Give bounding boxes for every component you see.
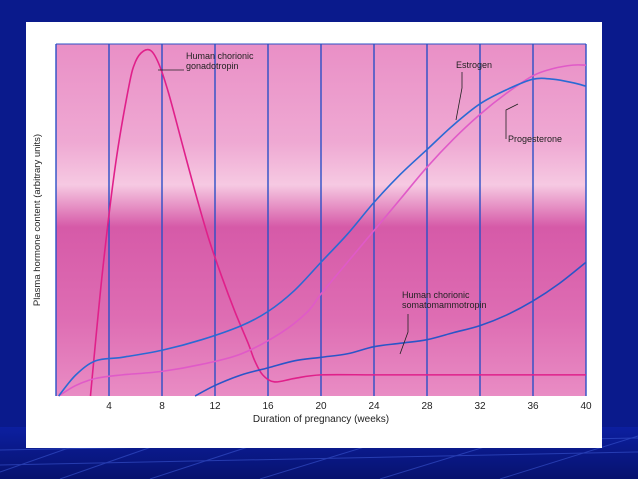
series-label-human-chorionic-somatomammotropin: Human chorionic: [402, 290, 470, 300]
series-label-estrogen: Estrogen: [456, 60, 492, 70]
x-axis-label: Duration of pregnancy (weeks): [253, 414, 389, 425]
x-tick-label: 36: [527, 401, 539, 412]
x-tick-label: 20: [315, 401, 327, 412]
series-line-estrogen: [58, 64, 587, 397]
series-label-human-chorionic-gonadotropin: gonadotropin: [186, 61, 239, 71]
x-tick-label: 40: [580, 401, 592, 412]
series-label-human-chorionic-gonadotropin: Human chorionic: [186, 51, 254, 61]
series-label-human-chorionic-somatomammotropin: somatomammotropin: [402, 300, 487, 310]
x-tick-label: 12: [209, 401, 221, 412]
y-axis-label: Plasma hormone content (arbitrary units): [32, 134, 43, 306]
series-line-progesterone: [58, 77, 587, 397]
series-line-human-chorionic-gonadotropin: [89, 48, 586, 397]
x-tick-label: 16: [262, 401, 274, 412]
x-tick-label: 32: [474, 401, 486, 412]
series-lines: [58, 48, 587, 397]
x-tick-label: 8: [159, 401, 165, 412]
x-tick-label: 4: [106, 401, 112, 412]
series-label-progesterone: Progesterone: [508, 134, 562, 144]
x-tick-labels: 4 8 12 16 20 24 28 32 36 40: [106, 401, 592, 412]
series-line-human-chorionic-somatomammotropin: [194, 261, 587, 397]
leader-line-estrogen: [455, 72, 463, 121]
x-tick-label: 24: [368, 401, 380, 412]
leader-line-human-chorionic-somatomammotropin: [399, 314, 409, 355]
leader-line-progesterone: [505, 103, 519, 139]
x-tick-label: 28: [421, 401, 433, 412]
